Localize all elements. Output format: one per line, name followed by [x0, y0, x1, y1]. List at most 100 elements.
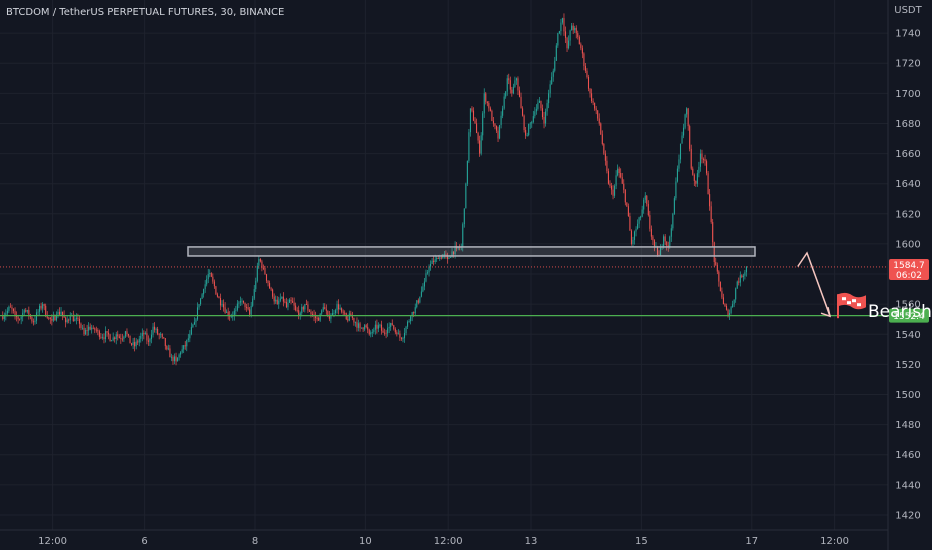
- candle-body: [16, 316, 18, 317]
- candle-body: [365, 325, 367, 328]
- candle-body: [282, 296, 284, 302]
- price-tick-label: 1520: [895, 360, 920, 371]
- candle-body: [428, 266, 430, 273]
- candle-body: [535, 108, 537, 112]
- candle-body: [109, 334, 111, 342]
- candle-body: [390, 323, 392, 327]
- candle-body: [350, 313, 352, 317]
- candle-body: [284, 301, 286, 303]
- candle-body: [2, 316, 4, 319]
- candle-body: [364, 325, 366, 330]
- candle-body: [126, 331, 128, 335]
- candles: [2, 13, 747, 366]
- time-axis[interactable]: 12:00 6 8 10 12:00 13 15 17 12:00: [38, 536, 849, 547]
- candle-body: [394, 328, 396, 333]
- candle-body: [552, 70, 554, 77]
- candle-body: [463, 208, 465, 225]
- candle-body: [65, 317, 67, 323]
- candle-body: [706, 161, 708, 174]
- candle-body: [150, 334, 153, 339]
- candle-body: [140, 336, 142, 339]
- candle-body: [123, 336, 125, 339]
- candle-body: [446, 254, 448, 259]
- candle-body: [212, 276, 214, 282]
- candle-body: [83, 327, 85, 335]
- candle-body: [420, 291, 422, 297]
- last-price-value: 1584.7: [893, 261, 925, 271]
- candle-body: [744, 272, 746, 276]
- candle-body: [299, 313, 301, 316]
- candle-body: [166, 346, 168, 350]
- candle-body: [164, 338, 166, 347]
- candle-body: [670, 228, 672, 237]
- candle-body: [232, 316, 234, 317]
- candle-body: [285, 301, 287, 308]
- candle-body: [264, 268, 266, 275]
- candle-body: [488, 103, 490, 109]
- candle-body: [328, 316, 330, 319]
- candle-body: [626, 202, 628, 207]
- candle-body: [656, 246, 659, 256]
- candle-body: [66, 319, 68, 323]
- candle-body: [161, 333, 163, 338]
- candle-body: [319, 313, 321, 321]
- candle-body: [683, 127, 685, 136]
- candle-body: [353, 317, 355, 323]
- price-tick-label: 1680: [895, 119, 920, 130]
- candle-body: [600, 123, 602, 135]
- price-tick-label: 1420: [895, 510, 920, 521]
- candle-body: [650, 228, 652, 237]
- candle-body: [672, 213, 674, 229]
- candle-body: [499, 125, 501, 139]
- candle-body: [143, 332, 145, 335]
- candle-body: [641, 209, 643, 217]
- candle-body: [541, 108, 544, 118]
- drawings[interactable]: [0, 246, 888, 318]
- candle-body: [307, 304, 309, 311]
- candle-body: [468, 132, 470, 161]
- candle-body: [465, 183, 467, 209]
- candle-body: [561, 18, 563, 23]
- candle-body: [531, 122, 533, 124]
- candle-body: [269, 283, 271, 289]
- candle-body: [724, 304, 726, 307]
- candle-body: [351, 316, 353, 318]
- candle-body: [77, 317, 79, 319]
- candle-body: [709, 194, 711, 207]
- price-tick-label: 1540: [895, 330, 920, 341]
- candle-body: [718, 271, 720, 282]
- candle-body: [699, 153, 701, 167]
- candle-body: [170, 356, 172, 358]
- candle-body: [293, 302, 295, 306]
- candle-body: [26, 310, 28, 312]
- candle-body: [716, 264, 718, 272]
- candle-body: [94, 328, 96, 330]
- candle-body: [114, 337, 116, 340]
- candle-body: [666, 241, 668, 246]
- candle-body: [233, 310, 235, 317]
- candle-body: [400, 337, 402, 339]
- candle-body: [686, 108, 688, 115]
- candle-body: [497, 130, 499, 139]
- candle-body: [193, 322, 195, 325]
- candle-body: [51, 319, 53, 321]
- candle-body: [426, 272, 429, 274]
- price-tick-label: 1440: [895, 480, 920, 491]
- candle-body: [408, 321, 410, 322]
- candle-body: [3, 316, 5, 319]
- candle-body: [624, 189, 626, 203]
- candle-body: [167, 348, 169, 350]
- candle-body: [101, 337, 103, 339]
- candle-body: [333, 313, 335, 314]
- candle-body: [505, 91, 507, 97]
- candle-body: [492, 120, 494, 124]
- candle-body: [411, 312, 413, 317]
- candle-body: [298, 310, 300, 316]
- candle-body: [376, 324, 378, 329]
- candle-body: [58, 311, 61, 315]
- candle-body: [597, 110, 599, 119]
- candle-body: [216, 294, 218, 297]
- candle-body: [692, 168, 694, 175]
- candle-body: [103, 337, 105, 339]
